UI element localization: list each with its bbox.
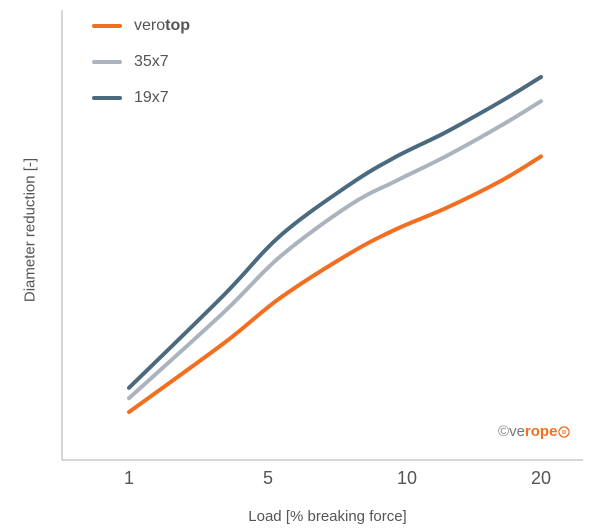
legend: verotop 35x7 19x7 — [92, 8, 190, 116]
legend-swatch — [92, 24, 122, 28]
legend-swatch — [92, 60, 122, 64]
x-tick-label: 1 — [123, 468, 135, 488]
legend-item-35x7: 35x7 — [92, 44, 190, 80]
brand-name-plain: ve — [509, 423, 525, 440]
series-line-35x7 — [127, 99, 543, 401]
series-line-19x7 — [127, 75, 543, 390]
series-layer — [127, 75, 543, 414]
legend-label: 35x7 — [134, 53, 169, 70]
rope-knot-icon — [558, 425, 571, 438]
x-axis-label: Load [% breaking force] — [248, 508, 407, 525]
copyright-symbol: © — [498, 423, 510, 440]
x-tick-label: 10 — [396, 468, 418, 488]
legend-label: 19x7 — [134, 89, 169, 106]
series-line-verotop — [127, 154, 543, 414]
legend-item-19x7: 19x7 — [92, 80, 190, 116]
legend-item-verotop: verotop — [92, 8, 190, 44]
legend-label: verotop — [134, 17, 190, 34]
x-tick-label: 20 — [530, 468, 552, 488]
y-axis-label: Diameter reduction [-] — [21, 157, 39, 303]
legend-swatch — [92, 96, 122, 100]
brand-watermark: © ve rope — [498, 423, 571, 440]
brand-name-accent: rope — [524, 423, 558, 440]
x-tick-label: 5 — [262, 468, 274, 488]
